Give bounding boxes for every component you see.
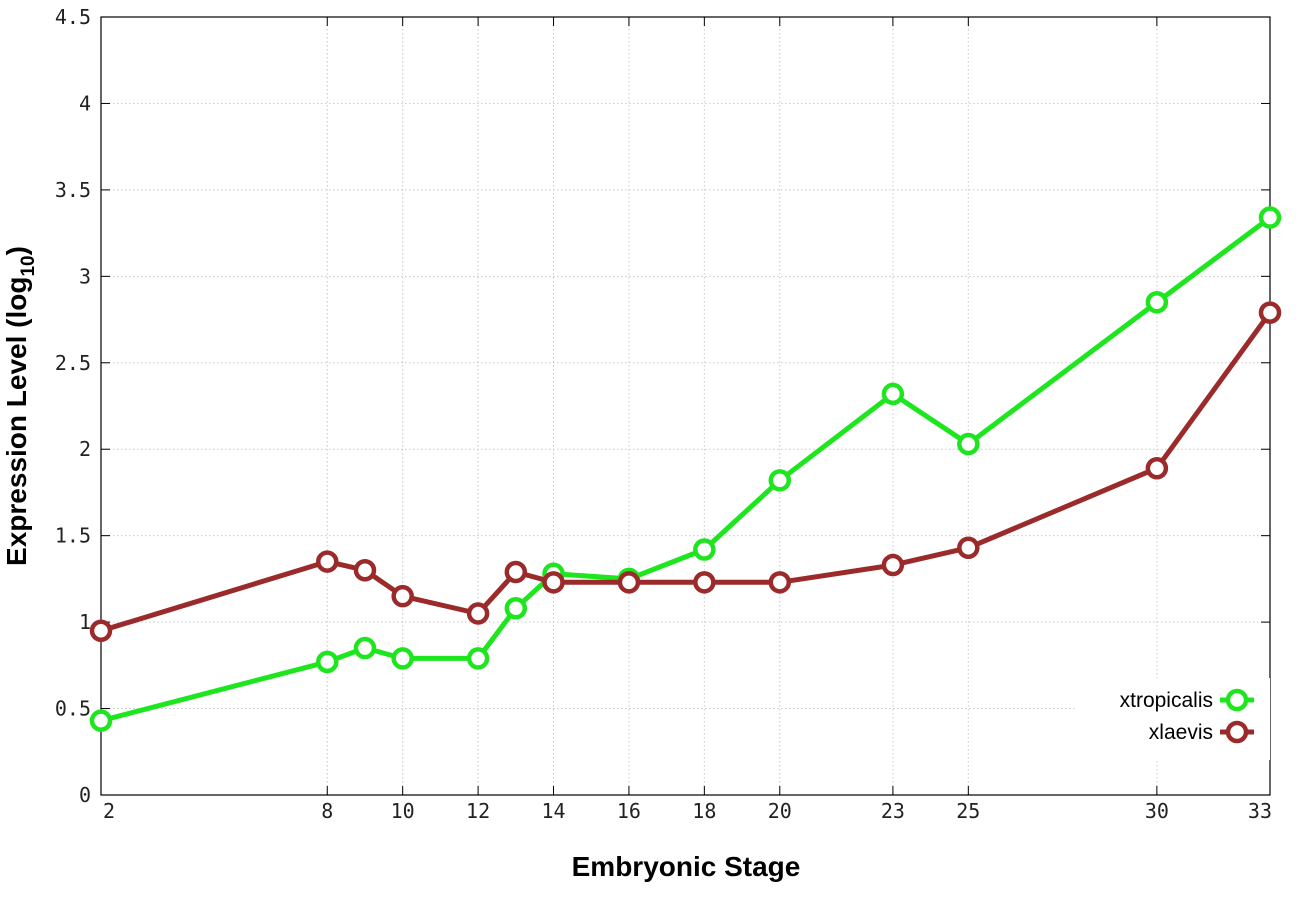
data-point-xtropicalis <box>881 382 905 406</box>
legend-label-xlaevis: xlaevis <box>1149 721 1213 744</box>
plot-frame <box>100 16 1271 796</box>
x-tick-label: 20 <box>768 799 792 823</box>
y-tick-label: 3 <box>79 264 91 288</box>
x-tick-label: 2 <box>103 799 115 823</box>
x-tick-label: 16 <box>617 799 641 823</box>
y-tick-label: 2.5 <box>55 351 91 375</box>
x-axis-title: Embryonic Stage <box>572 851 801 882</box>
y-tick-label: 4 <box>79 91 91 115</box>
series-xlaevis <box>89 301 1282 643</box>
y-axis-title: Expression Level (log10) <box>1 246 39 566</box>
legend: xtropicalis xlaevis <box>1076 678 1270 760</box>
y-tick-label: 4.5 <box>55 5 91 29</box>
data-point-xlaevis <box>881 553 905 577</box>
data-point-xtropicalis <box>693 538 716 561</box>
data-point-xlaevis <box>617 571 641 594</box>
x-tick-label: 10 <box>391 799 415 823</box>
data-point-xtropicalis <box>353 636 377 660</box>
series-xtropicalis <box>89 206 1282 732</box>
y-tick-label: 1.5 <box>55 524 91 548</box>
x-tick-label: 23 <box>881 799 905 823</box>
series-line-xtropicalis <box>100 215 1272 724</box>
x-tick-label: 25 <box>956 799 980 823</box>
data-point-xlaevis <box>504 560 528 584</box>
x-tick-label: 33 <box>1248 799 1272 823</box>
data-point-xtropicalis <box>1145 291 1169 314</box>
legend-label-xtropicalis: xtropicalis <box>1120 689 1213 712</box>
data-point-xlaevis <box>353 558 377 582</box>
data-point-xlaevis <box>89 619 113 643</box>
data-point-xtropicalis <box>504 597 528 620</box>
y-axis-title-subscript: 10 <box>18 255 39 276</box>
y-tick-label: 3.5 <box>55 178 91 202</box>
data-point-xlaevis <box>391 584 414 608</box>
data-point-xlaevis <box>768 571 792 594</box>
data-point-xlaevis <box>1145 456 1169 480</box>
data-point-xlaevis <box>957 536 980 560</box>
x-tick-label: 30 <box>1145 799 1169 823</box>
axis-ticks: 0 0.5 1 1.5 2 2.5 3 3.5 4 4.5 2 8 10 12 14 16 18 20 23 25 30… <box>55 5 1272 823</box>
series-lines <box>89 206 1282 732</box>
legend-swatch-marker <box>1225 688 1249 712</box>
x-tick-label: 14 <box>541 799 565 823</box>
data-point-xlaevis <box>693 571 716 594</box>
x-tick-label: 12 <box>466 799 490 823</box>
data-point-xtropicalis <box>391 647 414 670</box>
y-tick-label: 0.5 <box>55 697 91 721</box>
data-point-xtropicalis <box>316 650 339 674</box>
y-axis-title-main: Expression Level (log <box>1 277 32 566</box>
x-tick-label: 18 <box>692 799 716 823</box>
data-point-xlaevis <box>1258 301 1282 324</box>
y-tick-label: 2 <box>79 437 91 461</box>
data-point-xlaevis <box>542 571 565 594</box>
data-point-xlaevis <box>466 602 490 625</box>
legend-swatch-marker <box>1225 720 1249 744</box>
data-point-xtropicalis <box>466 647 490 670</box>
data-point-xtropicalis <box>1258 206 1282 229</box>
y-tick-label: 0 <box>79 783 91 807</box>
data-point-xtropicalis <box>89 709 113 732</box>
data-point-xtropicalis <box>768 469 792 492</box>
y-axis-title-suffix: ) <box>1 246 32 255</box>
data-point-xlaevis <box>316 550 339 573</box>
y-tick-label: 1 <box>79 610 91 634</box>
series-line-xlaevis <box>100 311 1273 634</box>
data-point-xtropicalis <box>957 432 980 456</box>
x-tick-label: 8 <box>321 799 333 823</box>
